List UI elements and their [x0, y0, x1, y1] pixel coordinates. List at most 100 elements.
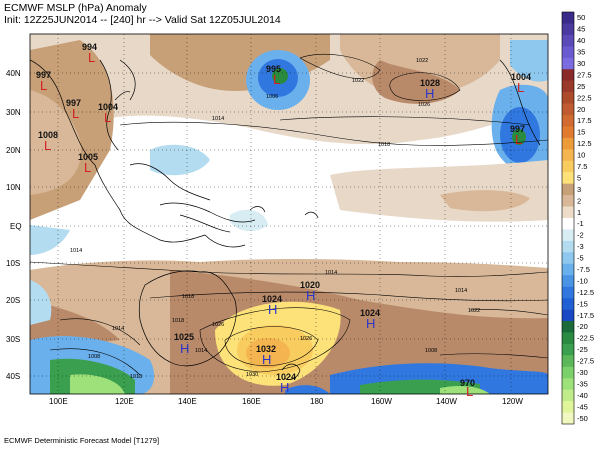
- isobar-1018-south: [149, 291, 548, 302]
- center-value: 997: [36, 70, 51, 80]
- lon-axis: 100E 120E 140E 160E 180 160W 140W 120W: [49, 397, 523, 406]
- coastline-island-2: [304, 211, 319, 219]
- lat-label: 40S: [6, 372, 20, 381]
- colorbar-label: -25: [577, 345, 588, 354]
- coastline-new-zealand: [281, 363, 301, 380]
- center-marker: H: [425, 86, 434, 101]
- isobar-1008-se: [439, 353, 548, 359]
- high-anomaly-orange-core: [246, 338, 290, 368]
- center-marker: L: [40, 78, 47, 93]
- colorbar-swatch: [562, 57, 574, 70]
- colorbar-swatch: [562, 206, 574, 219]
- isobar-label: 1014: [112, 326, 124, 332]
- colorbar-swatch: [562, 240, 574, 253]
- colorbar-swatch: [562, 46, 574, 59]
- colorbar-label: -27.5: [577, 357, 594, 366]
- center-value: 1020: [300, 280, 320, 290]
- isobar-label: 1018: [182, 294, 194, 300]
- colorbar-label: 12.5: [577, 139, 592, 148]
- isobar-label: 1018: [378, 142, 390, 148]
- lon-label: 100E: [49, 397, 68, 406]
- colorbar-label: 20: [577, 105, 585, 114]
- coastline-asia: [30, 59, 246, 248]
- colorbar-swatch: [562, 389, 574, 402]
- footer-model: ECMWF Deterministic Forecast Model [T127…: [4, 436, 160, 445]
- colorbar-swatch: [562, 401, 574, 413]
- center-marker: H: [268, 302, 277, 317]
- low-anomaly-green-ne-core: [512, 129, 526, 145]
- coastline-island-1: [249, 206, 266, 213]
- colorbar-swatch: [562, 172, 574, 184]
- isobar-label: 1026: [212, 322, 224, 328]
- colorbar-label: 15: [577, 128, 585, 137]
- center-value: 1025: [174, 332, 194, 342]
- colorbar-swatch: [562, 378, 574, 390]
- isobar-1008-sw: [49, 348, 141, 376]
- colorbar-label: -5: [577, 254, 584, 263]
- isobar-label: 1014: [325, 270, 337, 276]
- lon-label: 120W: [502, 397, 523, 406]
- lat-label: 10N: [6, 183, 21, 192]
- colorbar-swatch: [562, 195, 574, 207]
- isobar-1014-north: [119, 121, 548, 146]
- coastline-philippines: [129, 163, 211, 201]
- colorbar-frame: [561, 11, 575, 425]
- anomaly-central-brown: [440, 190, 530, 212]
- isobar-label: 1026: [418, 102, 430, 108]
- colorbar-swatch: [562, 286, 574, 299]
- center-marker: H: [180, 341, 189, 356]
- colorbar-swatch: [562, 92, 574, 104]
- colorbar-swatch: [562, 137, 574, 150]
- isobar-label: 1014: [195, 348, 207, 354]
- isobar-label: 1022: [352, 78, 364, 84]
- anomaly-tropical-blue-3: [30, 225, 70, 255]
- coastline-north-america: [499, 59, 541, 146]
- colorbar-swatch: [562, 115, 574, 127]
- colorbar-label: -2: [577, 231, 584, 240]
- colorbar-label: 10: [577, 151, 585, 160]
- colorbar-label: -20: [577, 322, 588, 331]
- map-title: ECMWF MSLP (hPa) Anomaly: [4, 2, 147, 14]
- colorbar-swatch: [562, 126, 574, 139]
- center-marker: L: [44, 138, 51, 153]
- isobar-label: 1008: [425, 348, 437, 354]
- colorbar-swatch: [562, 183, 574, 196]
- colorbar-swatch: [562, 23, 574, 36]
- lon-label: 160W: [371, 397, 392, 406]
- isobar-1014-south: [30, 261, 548, 277]
- lat-label: 10S: [6, 259, 20, 268]
- colorbar-label: -45: [577, 402, 588, 411]
- map-subtitle: Init: 12Z25JUN2014 -- [240] hr --> Valid…: [4, 14, 281, 26]
- colorbar-label: -35: [577, 379, 588, 388]
- colorbar-swatch: [562, 332, 574, 345]
- colorbar-swatch: [562, 298, 574, 310]
- colorbar-label: 17.5: [577, 116, 592, 125]
- isobar-label: 1014: [70, 248, 82, 254]
- coastline-japan: [119, 59, 136, 101]
- isobar-labels: 1022 1026 1022 1014 1018 1014 1014 1018 …: [70, 58, 480, 380]
- colorbar-label: 5: [577, 173, 581, 182]
- coastlines: [30, 59, 541, 380]
- isobar-1030: [224, 326, 319, 366]
- center-marker: L: [517, 80, 524, 95]
- colorbar-label: -1: [577, 219, 584, 228]
- low-anomaly-ne-top: [510, 40, 548, 82]
- coastline-china: [99, 59, 119, 151]
- colorbar-label: -10: [577, 276, 588, 285]
- anomaly-tropical-blue: [150, 144, 210, 176]
- isobar-label: 1014: [455, 288, 467, 294]
- center-value: 1008: [38, 130, 58, 140]
- isobar-label: 1022: [468, 308, 480, 314]
- lat-label: EQ: [10, 222, 22, 231]
- colorbar-swatch: [562, 252, 574, 265]
- center-marker: L: [88, 50, 95, 65]
- center-marker: L: [515, 132, 522, 147]
- colorbar-label: 7.5: [577, 162, 587, 171]
- center-marker: L: [273, 72, 280, 87]
- colorbar-swatch: [562, 343, 574, 356]
- anomaly-north-dark: [372, 60, 460, 104]
- colorbar-label: -40: [577, 391, 588, 400]
- pressure-centers: 994 L 997 L 997 L 1004 L 1008 L 1005 L 9…: [36, 42, 531, 399]
- map-frame: [29, 33, 549, 395]
